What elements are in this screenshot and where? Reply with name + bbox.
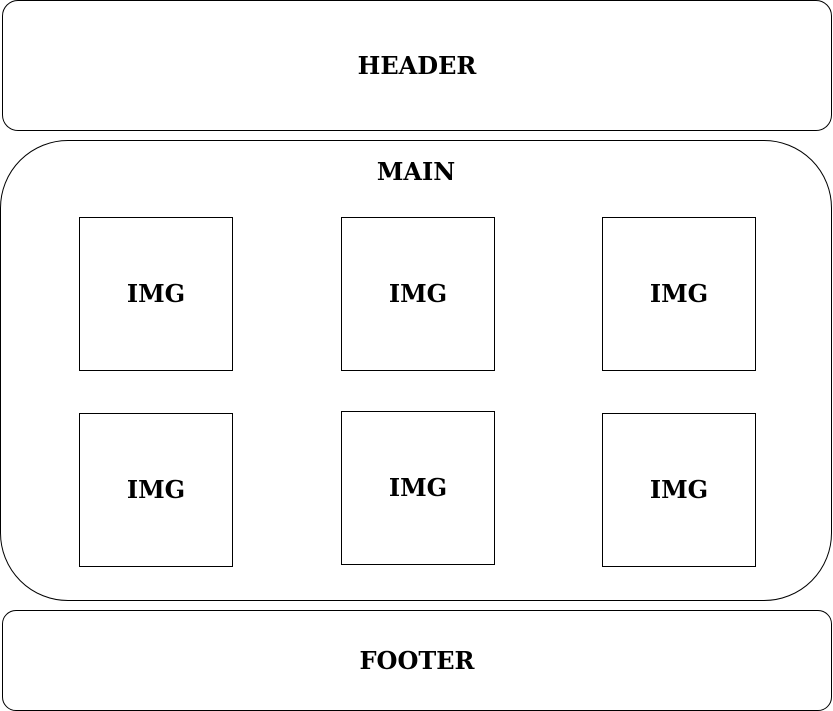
image-placeholder-4: IMG [79,413,233,567]
image-label: IMG [126,475,186,504]
image-placeholder-3: IMG [602,217,756,371]
image-label: IMG [649,279,709,308]
main-label: MAIN [376,157,456,186]
header-label: HEADER [357,51,477,80]
image-placeholder-2: IMG [341,217,495,371]
image-label: IMG [126,279,186,308]
footer-label: FOOTER [359,646,475,675]
image-label: IMG [388,473,448,502]
image-placeholder-1: IMG [79,217,233,371]
image-label: IMG [388,279,448,308]
header-block: HEADER [2,0,832,131]
image-placeholder-6: IMG [602,413,756,567]
footer-block: FOOTER [2,610,832,711]
image-label: IMG [649,475,709,504]
image-placeholder-5: IMG [341,411,495,565]
